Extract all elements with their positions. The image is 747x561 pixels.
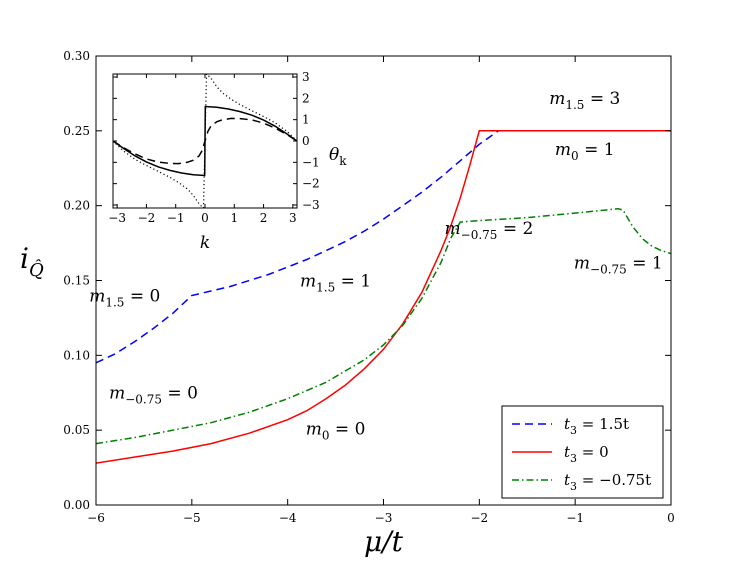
annotation-2-base: m [445,219,461,239]
inset-x-axis-label: k [200,233,210,253]
y-tick-label-0: 0.00 [63,498,90,512]
annotation-2-sub: −0.75 [461,228,498,242]
inset-y-tick-label-3: 0 [302,134,310,148]
y-axis-label: iQ̂ [20,242,44,281]
inset-y-tick-label-2: −1 [302,155,320,169]
y-tick-label-3: 0.15 [63,274,90,288]
inset-x-tick-label-3: 0 [201,211,209,225]
annotation-1-sub: 0 [571,149,579,163]
x-tick-label-6: 0 [667,511,675,525]
annotation-3-base: m [574,254,590,274]
legend-label-1-rest: = 0 [577,443,609,461]
inset-line-1 [113,117,297,165]
annotation-4-sub: 1.5 [105,295,124,309]
x-tick-label-5: −1 [566,511,584,525]
annotation-7-sub: 0 [322,429,330,443]
x-tick-label-2: −4 [279,511,297,525]
y-tick-label-2: 0.10 [63,348,90,362]
inset-x-tick-label-1: −2 [138,211,156,225]
annotation-7-base: m [306,420,322,440]
legend-label-2-rest: = −0.75t [577,471,651,489]
series-line-1 [96,130,671,464]
x-tick-label-3: −3 [375,511,393,525]
y-tick-label-6: 0.30 [63,49,90,63]
annotation-0-base: m [549,89,565,109]
x-axis-label: μ/t [364,525,404,558]
inset-y-tick-label-1: −2 [302,177,320,191]
annotation-3-sub: −0.75 [590,263,627,277]
inset-y-tick-label-6: 3 [302,70,310,84]
y-tick-label-5: 0.25 [63,124,90,138]
main-plot: −6 −5 −4 −3 −2 −1 0 0.00 0.05 0.10 0.15 0.20 0.25 0.3… [20,49,675,558]
inset-y-tick-label-4: 1 [302,113,310,127]
inset-y-tick-label-0: −3 [302,198,320,212]
annotation-6: m−0.75 = 0 [109,384,198,407]
legend-label-0: t3 = 1.5t [564,415,629,437]
annotation-7-rest: = 0 [330,420,366,440]
y-axis-label-base: i [20,242,29,275]
y-tick-label-4: 0.20 [63,199,90,213]
annotation-1: m0 = 1 [555,140,615,163]
annotation-2: m−0.75 = 2 [445,219,534,242]
annotation-4: m1.5 = 0 [89,286,160,309]
annotation-7: m0 = 0 [306,420,366,443]
annotation-5-base: m [300,271,316,291]
annotation-6-sub: −0.75 [125,393,162,407]
annotation-0: m1.5 = 3 [549,89,620,112]
series-line-0 [96,130,671,364]
inset-y-axis-label-sub: k [339,154,347,168]
y-axis-label-sub: Q̂ [29,259,44,281]
annotation-3-rest: = 1 [627,254,663,274]
legend-label-1-sub: 3 [570,452,577,465]
annotation-0-sub: 1.5 [565,98,584,112]
inset-y-axis-label: θk [329,145,347,168]
annotation-6-rest: = 0 [162,384,198,404]
y-tick-label-1: 0.05 [63,423,90,437]
legend-label-2: t3 = −0.75t [564,471,651,493]
x-tick-label-1: −5 [183,511,201,525]
inset-x-tick-label-6: 3 [289,211,297,225]
inset-x-tick-label-4: 1 [230,211,238,225]
annotation-5: m1.5 = 1 [300,271,371,294]
legend-label-2-base: t [564,471,571,489]
inset-x-tick-label-5: 2 [260,211,268,225]
legend-label-1-base: t [564,443,571,461]
x-tick-label-4: −2 [470,511,488,525]
x-tick-label-0: −6 [87,511,105,525]
annotation-3: m−0.75 = 1 [574,254,663,277]
annotation-6-base: m [109,384,125,404]
annotation-2-rest: = 2 [497,219,533,239]
legend-label-0-rest: = 1.5t [577,415,629,433]
inset-x-tick-label-0: −3 [108,211,126,225]
annotation-4-rest: = 0 [124,286,160,306]
inset-y-tick-label-5: 2 [302,91,310,105]
annotation-5-rest: = 1 [335,271,371,291]
legend-label-0-base: t [564,415,571,433]
legend-label-0-sub: 3 [570,424,577,437]
annotation-1-base: m [555,140,571,160]
annotation-5-sub: 1.5 [316,280,335,294]
inset-y-axis-label-base: θ [329,145,339,165]
inset-x-tick-label-2: −1 [167,211,185,225]
legend-label-2-sub: 3 [570,480,577,493]
annotation-4-base: m [89,286,105,306]
annotation-1-rest: = 1 [579,140,615,160]
annotation-0-rest: = 3 [584,89,620,109]
legend-label-1: t3 = 0 [564,443,609,465]
